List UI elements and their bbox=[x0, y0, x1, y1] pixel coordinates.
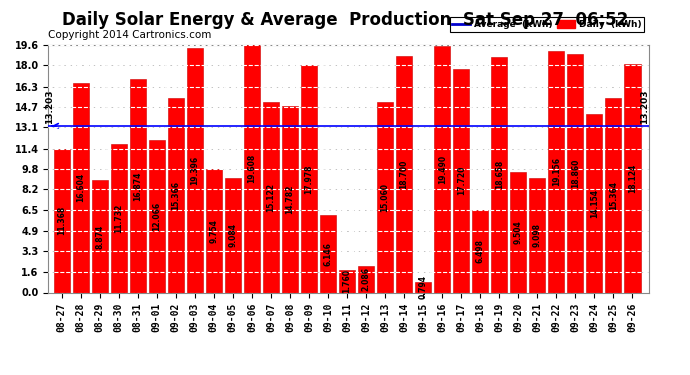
Text: 9.754: 9.754 bbox=[209, 219, 218, 243]
Bar bbox=[130, 80, 146, 292]
Bar bbox=[244, 45, 260, 292]
Bar bbox=[148, 140, 165, 292]
Bar bbox=[225, 178, 241, 292]
Text: 18.124: 18.124 bbox=[628, 164, 637, 193]
Text: 18.658: 18.658 bbox=[495, 160, 504, 189]
Text: 11.732: 11.732 bbox=[115, 204, 124, 233]
Bar bbox=[510, 172, 526, 292]
Bar bbox=[282, 106, 298, 292]
Bar bbox=[605, 99, 622, 292]
Text: Copyright 2014 Cartronics.com: Copyright 2014 Cartronics.com bbox=[48, 30, 212, 40]
Text: 9.504: 9.504 bbox=[514, 220, 523, 245]
Bar bbox=[377, 102, 393, 292]
Bar bbox=[263, 102, 279, 292]
Text: 14.782: 14.782 bbox=[286, 184, 295, 214]
Bar bbox=[415, 282, 431, 292]
Text: 14.154: 14.154 bbox=[590, 189, 599, 218]
Text: 8.874: 8.874 bbox=[95, 224, 104, 249]
Text: 19.396: 19.396 bbox=[190, 156, 199, 184]
Text: 6.146: 6.146 bbox=[324, 242, 333, 266]
Text: 13.203: 13.203 bbox=[46, 89, 55, 124]
Text: 15.366: 15.366 bbox=[171, 181, 180, 210]
Text: 18.700: 18.700 bbox=[400, 160, 408, 189]
Bar bbox=[567, 54, 584, 292]
Bar bbox=[339, 270, 355, 292]
Bar bbox=[168, 99, 184, 292]
Text: 6.498: 6.498 bbox=[475, 240, 484, 264]
Text: 15.060: 15.060 bbox=[381, 183, 390, 212]
Text: 19.156: 19.156 bbox=[552, 157, 561, 186]
Bar bbox=[206, 170, 222, 292]
Text: 19.490: 19.490 bbox=[437, 155, 446, 184]
Text: 17.720: 17.720 bbox=[457, 166, 466, 195]
Bar bbox=[529, 178, 545, 292]
Text: 9.084: 9.084 bbox=[228, 223, 237, 247]
Bar bbox=[110, 144, 127, 292]
Text: Daily Solar Energy & Average  Production  Sat Sep 27  06:52: Daily Solar Energy & Average Production … bbox=[62, 11, 628, 29]
Text: 17.978: 17.978 bbox=[304, 164, 313, 194]
Bar bbox=[453, 69, 469, 292]
Bar bbox=[358, 266, 374, 292]
Text: 15.364: 15.364 bbox=[609, 181, 618, 210]
Text: 1.760: 1.760 bbox=[342, 269, 351, 293]
Bar bbox=[320, 215, 336, 292]
Text: 16.874: 16.874 bbox=[133, 171, 142, 201]
Text: 9.098: 9.098 bbox=[533, 223, 542, 247]
Text: 0.794: 0.794 bbox=[419, 276, 428, 300]
Bar bbox=[472, 210, 489, 292]
Legend: Average  (kWh), Daily  (kWh): Average (kWh), Daily (kWh) bbox=[450, 17, 644, 32]
Text: 2.086: 2.086 bbox=[362, 267, 371, 291]
Bar bbox=[396, 56, 412, 292]
Text: 19.608: 19.608 bbox=[248, 154, 257, 183]
Bar bbox=[187, 48, 203, 292]
Text: 12.066: 12.066 bbox=[152, 202, 161, 231]
Bar bbox=[624, 64, 640, 292]
Text: 15.122: 15.122 bbox=[266, 183, 275, 212]
Text: 13.203: 13.203 bbox=[640, 89, 649, 124]
Bar bbox=[92, 180, 108, 292]
Bar bbox=[586, 114, 602, 292]
Text: 18.860: 18.860 bbox=[571, 159, 580, 188]
Bar bbox=[549, 51, 564, 292]
Text: 11.368: 11.368 bbox=[57, 206, 66, 236]
Bar bbox=[54, 149, 70, 292]
Bar bbox=[434, 46, 451, 292]
Bar bbox=[491, 57, 507, 292]
Bar bbox=[301, 66, 317, 292]
Bar bbox=[72, 83, 89, 292]
Text: 16.604: 16.604 bbox=[76, 173, 85, 202]
